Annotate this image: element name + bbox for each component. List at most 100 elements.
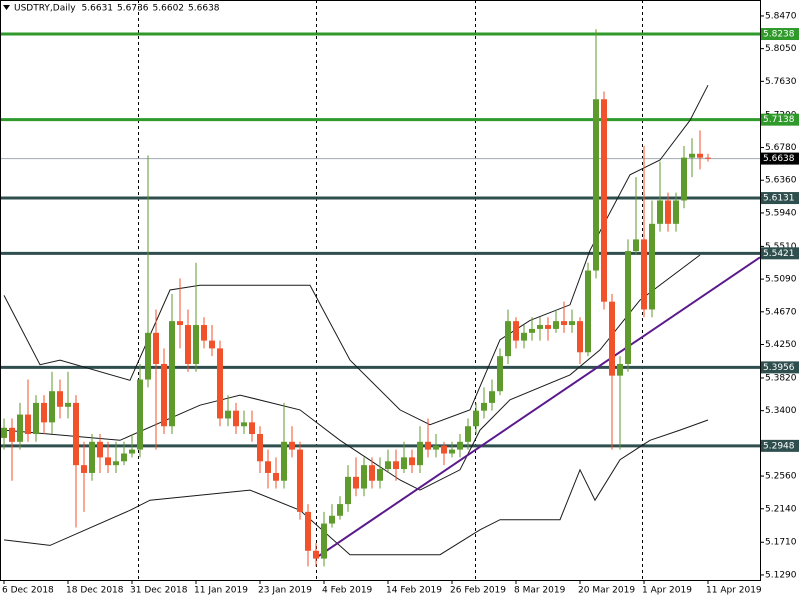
menu-arrow[interactable] [3,5,10,10]
quote-value: 5.6736 [117,4,149,14]
candle-body [273,472,279,481]
candle-body [369,465,375,481]
candle-body [457,441,463,450]
y-tick-label: 5.1290 [765,570,797,580]
price-label-box [761,192,799,205]
quote-value: 5.6638 [188,4,220,14]
candle-body [289,441,295,450]
quote-value: 5.6602 [153,4,185,14]
candle-body [305,511,311,551]
price-label-box [761,152,799,165]
candle-body [689,153,695,158]
candle-body [297,449,303,512]
candle-body [705,157,711,159]
candle-body [353,476,359,489]
y-tick-label: 5.6780 [765,143,797,153]
candle-body [633,239,639,252]
y-tick-label: 5.2560 [765,472,797,482]
candle-body [409,457,415,466]
candle-body [617,363,623,376]
candle-body [161,363,167,427]
candle-body [481,402,487,411]
candle-body [529,328,535,333]
candle-body [425,441,431,450]
y-tick-label: 5.5510 [765,242,797,252]
candle-body [121,453,127,462]
candle-body [585,270,591,353]
price-label-box [761,113,799,126]
candle-body [537,325,543,329]
candle-body [257,434,263,462]
price-label: 5.7138 [763,115,795,125]
candle-body [681,157,687,201]
candle-body [209,340,215,349]
candle-body [545,325,551,329]
candle-body [561,321,567,326]
candle-body [97,441,103,458]
y-tick-label: 5.5090 [765,275,797,285]
plot-frame [0,0,761,581]
candle-body [41,402,47,423]
candle-body [641,239,647,310]
candle-body [473,410,479,427]
x-tick-label: 11 Jan 2019 [194,586,248,596]
candle-body [505,321,511,357]
quote-value: 5.6631 [82,4,114,14]
candle-body [1,427,7,438]
candle-body [49,391,55,423]
candle-body [217,348,223,419]
x-tick-label: 4 Feb 2019 [322,586,373,596]
candle-body [73,402,79,466]
candle-body [65,402,71,407]
candle-body [9,427,15,442]
candle-body [249,422,255,435]
candle-body [577,321,583,353]
candle-body [113,461,119,466]
x-tick-label: 11 Apr 2019 [706,586,762,596]
candle-body [33,402,39,435]
candle-body [281,441,287,481]
candle-body [513,321,519,341]
x-tick-label: 23 Jan 2019 [258,586,312,596]
candle-body [17,414,23,442]
candle-body [153,332,159,364]
x-tick-label: 8 Mar 2019 [514,586,566,596]
x-tick-label: 20 Mar 2019 [578,586,635,596]
candle-body [449,449,455,454]
candle-body [193,325,199,364]
x-tick-label: 6 Dec 2018 [2,586,54,596]
candle-body [201,325,207,341]
price-label: 5.6131 [763,194,795,204]
candle-body [57,391,63,407]
candle-body [313,550,319,559]
candle-body [433,445,439,450]
price-label: 5.3956 [763,363,795,373]
candle-body [185,325,191,364]
candle-body [385,461,391,470]
candle-body [177,321,183,326]
candle-body [25,414,31,435]
candle-body [105,457,111,466]
y-tick-label: 5.8050 [765,44,797,54]
candle-body [625,251,631,364]
price-label: 5.5421 [763,249,795,259]
y-tick-label: 5.3820 [765,373,797,383]
candle-body [665,200,671,224]
price-label-box [761,361,799,374]
candle-body [233,410,239,427]
candle-body [321,523,327,559]
candle-body [593,99,599,271]
y-tick-label: 5.5940 [765,208,797,218]
band-line [3,419,709,556]
y-tick-label: 5.2140 [765,504,797,514]
candle-body [345,476,351,505]
candle-body [241,422,247,427]
price-label-box [761,247,799,260]
candle-body [441,445,447,454]
candle-body [601,99,607,302]
y-tick-label: 5.3400 [765,406,797,416]
candle-body [329,515,335,524]
candle-body [569,321,575,326]
candle-body [361,465,367,489]
